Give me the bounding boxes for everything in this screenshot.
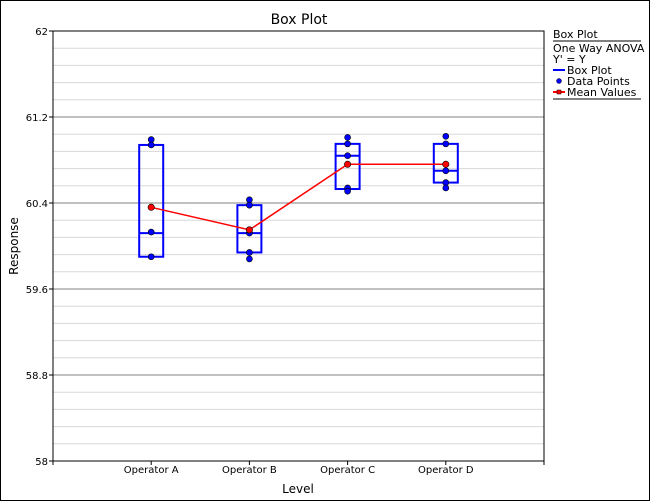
data-point bbox=[344, 152, 351, 159]
y-axis-label: Response bbox=[7, 217, 21, 275]
y-tick-label: 58 bbox=[35, 457, 48, 468]
data-point bbox=[344, 187, 351, 195]
data-point bbox=[442, 167, 450, 175]
data-point bbox=[344, 134, 351, 141]
legend: Box Plot One Way ANOVA Y' = Y Box Plot D… bbox=[552, 28, 645, 100]
mean-point bbox=[147, 203, 155, 211]
legend-line-1: One Way ANOVA bbox=[553, 42, 645, 55]
box bbox=[138, 143, 165, 258]
legend-line-2: Y' = Y bbox=[552, 53, 586, 66]
gridlines bbox=[53, 47, 544, 445]
x-axis-ticks: Operator A Operator B Operator C Operator D bbox=[52, 461, 545, 476]
chart-title: Box Plot bbox=[271, 12, 328, 28]
legend-entry-mean: Mean Values bbox=[567, 86, 637, 99]
data-point bbox=[147, 141, 155, 149]
mean-point bbox=[442, 160, 450, 168]
data-point bbox=[147, 253, 155, 261]
data-point bbox=[246, 201, 253, 209]
data-point bbox=[147, 228, 155, 236]
legend-points-swatch bbox=[556, 78, 562, 84]
y-tick-label: 59.6 bbox=[26, 285, 48, 296]
legend-mean-marker bbox=[556, 89, 562, 95]
mean-point bbox=[245, 226, 253, 234]
y-tick-label: 58.8 bbox=[26, 371, 48, 382]
y-tick-label: 62 bbox=[35, 27, 48, 38]
data-point bbox=[442, 140, 450, 148]
x-tick-label: Operator C bbox=[320, 465, 375, 476]
y-tick-label: 60.4 bbox=[26, 199, 48, 210]
legend-entry-box: Box Plot bbox=[567, 64, 612, 77]
data-point bbox=[246, 255, 253, 263]
y-tick-label: 61.2 bbox=[26, 113, 48, 124]
x-tick-label: Operator B bbox=[222, 465, 277, 476]
data-point bbox=[344, 140, 351, 148]
mean-line bbox=[151, 163, 446, 231]
legend-entry-points: Data Points bbox=[567, 75, 630, 88]
data-point bbox=[246, 249, 253, 256]
mean-point bbox=[344, 160, 352, 168]
y-axis-ticks: 58 58.8 59.6 60.4 61.2 62 bbox=[26, 27, 53, 468]
data-point bbox=[442, 133, 450, 140]
x-axis-label: Level bbox=[282, 482, 314, 496]
chart-marks bbox=[138, 133, 459, 263]
x-tick-label: Operator D bbox=[418, 465, 474, 476]
legend-title: Box Plot bbox=[553, 28, 598, 41]
x-tick-label: Operator A bbox=[124, 465, 179, 476]
plot-area bbox=[52, 30, 545, 462]
data-point bbox=[442, 184, 450, 192]
